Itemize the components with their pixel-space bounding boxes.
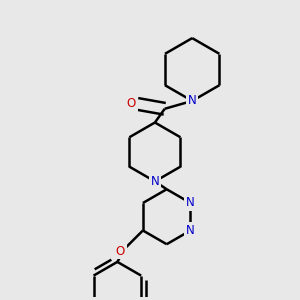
Text: N: N [151,175,159,188]
Text: O: O [116,244,125,258]
Text: N: N [186,224,195,237]
Text: O: O [127,98,136,110]
Text: N: N [188,94,197,107]
Text: N: N [186,196,195,209]
